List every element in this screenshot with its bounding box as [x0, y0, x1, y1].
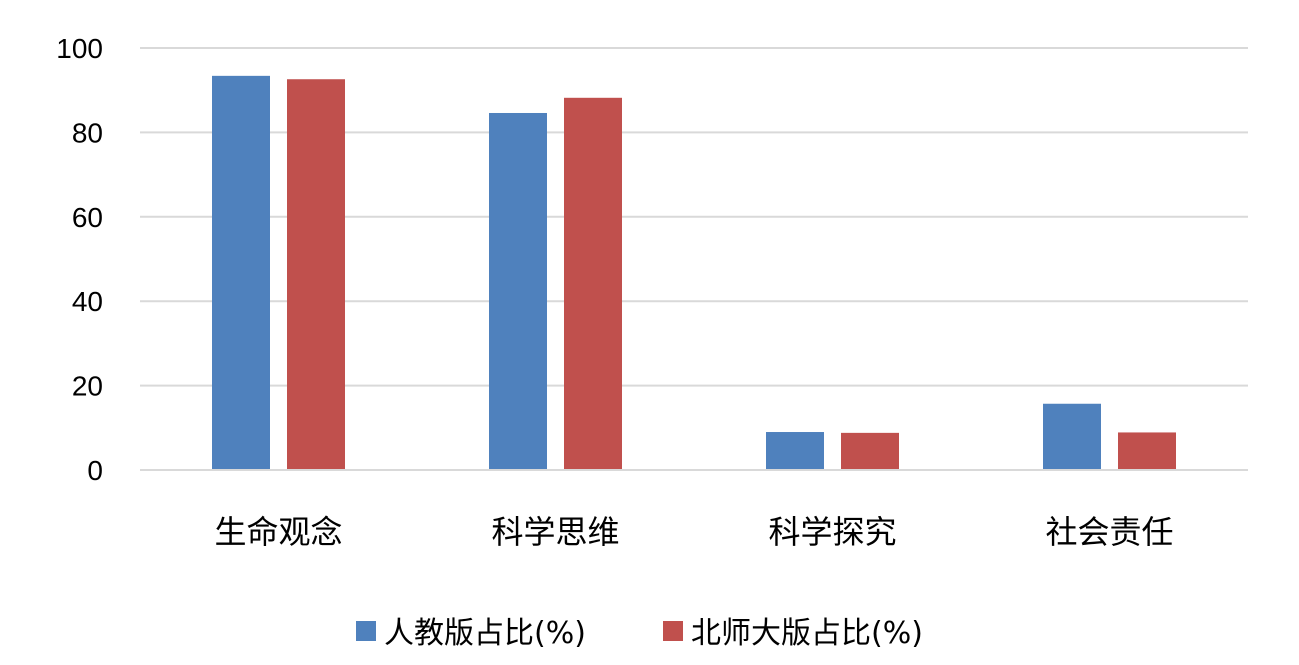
y-tick-label: 20	[72, 371, 103, 402]
x-category-label: 科学探究	[768, 513, 896, 551]
x-axis-category-labels: 生命观念 科学思维 科学探究 社会责任	[214, 513, 1173, 551]
y-axis-tick-labels: 0 20 40 60 80 100	[56, 33, 103, 486]
legend-label: 北师大版占比(%)	[691, 616, 923, 651]
bar-series-2-2	[841, 432, 899, 470]
x-category-label: 生命观念	[214, 513, 342, 551]
bar-series-1-3	[1043, 403, 1101, 470]
bar-series-1-2	[766, 432, 824, 470]
y-tick-label: 60	[72, 202, 103, 233]
bar-series-1-1	[489, 112, 547, 470]
x-category-label: 社会责任	[1045, 513, 1173, 551]
y-tick-label: 100	[56, 33, 103, 64]
legend: 人教版占比(%) 北师大版占比(%)	[356, 616, 923, 651]
bars	[212, 75, 1176, 471]
legend-swatch	[663, 621, 683, 641]
x-category-label: 科学思维	[491, 513, 619, 551]
bar-series-2-1	[564, 97, 622, 471]
y-tick-label: 0	[87, 455, 103, 486]
legend-label: 人教版占比(%)	[384, 616, 586, 651]
y-tick-label: 40	[72, 286, 103, 317]
bar-series-2-0	[287, 79, 345, 470]
legend-swatch	[356, 621, 376, 641]
y-tick-label: 80	[72, 117, 103, 148]
bar-series-2-3	[1118, 432, 1176, 470]
bar-series-1-0	[212, 75, 270, 471]
